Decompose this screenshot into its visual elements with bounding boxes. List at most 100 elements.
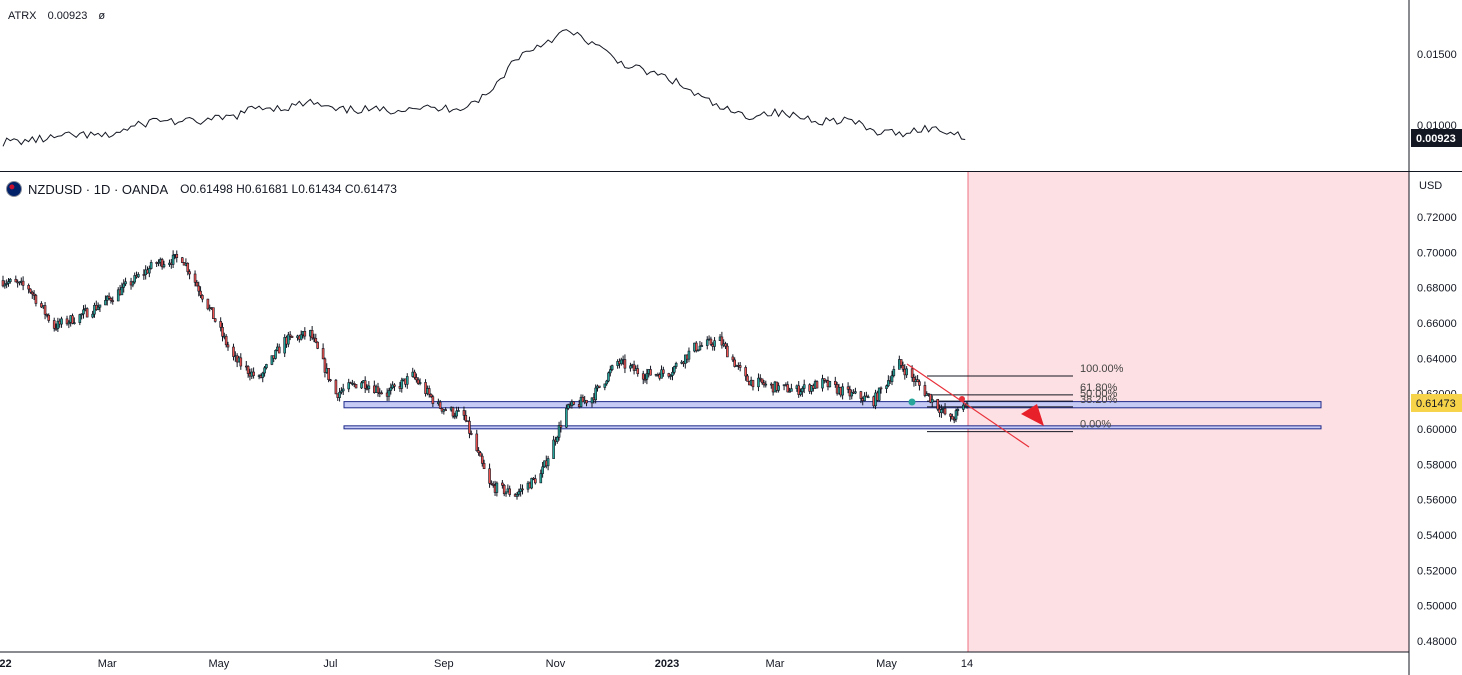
- candle-down: [34, 295, 38, 304]
- candle-up: [104, 300, 107, 306]
- candle-up: [347, 382, 351, 390]
- candle-up: [131, 281, 135, 286]
- price-axis-tick: 0.58000: [1417, 459, 1457, 471]
- candle-up: [700, 345, 704, 347]
- candle-down: [667, 373, 671, 377]
- price-axis-tick: 0.60000: [1417, 424, 1457, 436]
- candle-up: [673, 366, 676, 373]
- candle-down: [709, 338, 713, 345]
- candle-up: [453, 415, 457, 418]
- candle-down: [1, 280, 5, 287]
- candle-up: [122, 283, 126, 288]
- candle-down: [424, 382, 427, 394]
- candle-up: [930, 398, 934, 403]
- candle-up: [854, 391, 857, 394]
- candle-down: [936, 398, 940, 410]
- candle-up: [828, 381, 832, 388]
- candle-up: [790, 388, 793, 392]
- candle-down: [85, 308, 89, 318]
- candle-down: [107, 295, 111, 299]
- candle-down: [376, 386, 380, 394]
- candle-up: [263, 367, 266, 374]
- candle-up: [590, 397, 594, 404]
- price-axis-currency-label: USD: [1419, 180, 1442, 192]
- candle-down: [310, 330, 314, 339]
- candle-down: [744, 367, 747, 377]
- fib-level-label: 61.80%: [1080, 382, 1118, 394]
- time-axis-tick: Jul: [323, 658, 337, 670]
- candle-down: [797, 385, 801, 395]
- candle-up: [418, 382, 422, 384]
- candle-down: [288, 334, 292, 337]
- price-axis-tick: 0.48000: [1417, 636, 1457, 648]
- candle-down: [314, 337, 318, 343]
- candle-down: [477, 450, 480, 453]
- candle-down: [323, 358, 327, 373]
- candle-up: [552, 439, 555, 459]
- symbol-title[interactable]: NZDUSD · 1D · OANDA: [28, 181, 169, 197]
- candle-down: [738, 365, 742, 368]
- candle-up: [555, 436, 559, 442]
- candle-up: [56, 320, 60, 329]
- candle-up: [340, 390, 343, 393]
- candle-down: [859, 391, 863, 399]
- candle-down: [393, 384, 396, 387]
- candle-up: [609, 369, 612, 374]
- candle-up: [9, 278, 12, 282]
- candle-up: [124, 281, 127, 285]
- candle-down: [760, 378, 764, 384]
- price-axis-tick: 0.52000: [1417, 565, 1457, 577]
- candle-up: [287, 334, 290, 345]
- candle-down: [846, 386, 850, 390]
- candle-down: [694, 342, 698, 352]
- candle-up: [541, 466, 544, 474]
- candle-up: [96, 306, 100, 310]
- candle-up: [400, 379, 404, 389]
- candle-down: [354, 384, 358, 389]
- price-axis-tick: 0.54000: [1417, 530, 1457, 542]
- candle-down: [491, 483, 495, 486]
- descending-trend-line: [906, 363, 1030, 448]
- atr-indicator-legend[interactable]: ATRX 0.00923 ø: [8, 10, 113, 22]
- candle-down: [329, 379, 332, 382]
- fib-level-label: 0.00%: [1080, 419, 1111, 431]
- fib-level-label: 38.20%: [1080, 394, 1118, 406]
- candle-up: [171, 254, 175, 265]
- atr-settings-icon[interactable]: ø: [98, 10, 106, 22]
- candle-down: [488, 468, 491, 484]
- candle-down: [501, 482, 504, 486]
- time-axis-tick: Nov: [546, 658, 566, 670]
- candle-down: [632, 364, 636, 371]
- candle-up: [495, 482, 499, 493]
- candle-up: [557, 425, 561, 438]
- candle-down: [581, 396, 585, 403]
- candle-down: [929, 393, 932, 403]
- candle-down: [943, 408, 947, 415]
- candle-down: [438, 401, 442, 409]
- candle-up: [696, 349, 700, 352]
- candle-down: [188, 271, 191, 275]
- candle-down: [226, 344, 230, 348]
- candle-down: [30, 291, 34, 295]
- candle-down: [303, 331, 307, 337]
- candle-down: [212, 307, 215, 319]
- candle-up: [98, 304, 102, 308]
- candle-up: [885, 385, 888, 389]
- time-axis-tick: 2022: [0, 658, 12, 670]
- candle-down: [585, 399, 588, 404]
- price-axis-tick: 0.64000: [1417, 353, 1457, 365]
- candle-down: [502, 485, 506, 495]
- fib-level-label: 100.00%: [1080, 363, 1124, 375]
- candle-down: [490, 483, 493, 485]
- candle-down: [352, 383, 356, 385]
- candle-down: [52, 320, 56, 329]
- candle-up: [530, 477, 533, 489]
- symbol-legend[interactable]: NZDUSD · 1D · OANDA O0.61498 H0.61681 L0…: [6, 181, 397, 197]
- price-axis-tick: 0.50000: [1417, 601, 1457, 613]
- candle-down: [363, 380, 367, 389]
- candle-up: [82, 309, 85, 315]
- red-arrow-head: [1021, 404, 1044, 426]
- candle-down: [521, 488, 524, 491]
- candle-up: [866, 396, 870, 399]
